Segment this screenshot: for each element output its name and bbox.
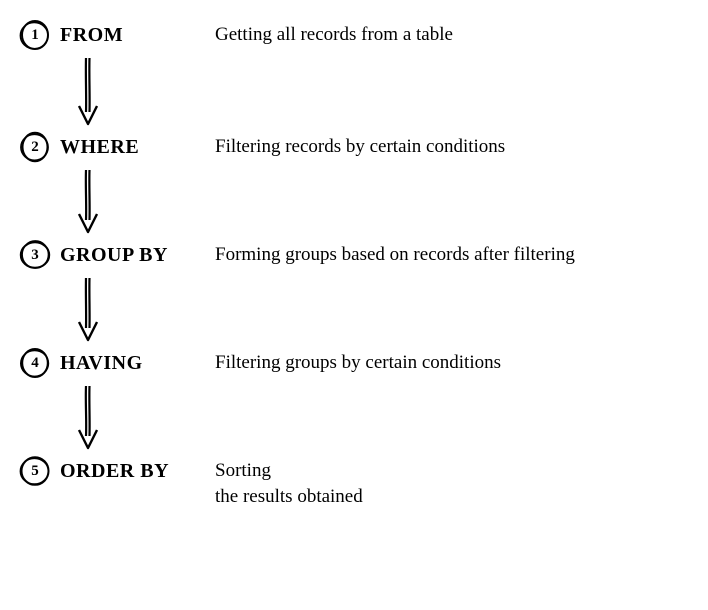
step-number: 3	[31, 247, 39, 264]
step-keyword: ORDER BY	[60, 460, 169, 483]
arrow-down-icon	[20, 384, 688, 452]
step-row: 5 ORDER BY Sortingthe results obtained	[20, 456, 688, 509]
step-row: 3 GROUP BY Forming groups based on recor…	[20, 240, 688, 270]
step-keyword: FROM	[60, 24, 123, 47]
step-description: Getting all records from a table	[215, 20, 453, 48]
arrow-down-icon	[20, 56, 688, 128]
step-number-circle: 4	[20, 348, 50, 378]
sql-order-flowchart: 1 FROM Getting all records from a table …	[20, 20, 688, 509]
step-description: Forming groups based on records after fi…	[215, 240, 575, 268]
step-number-circle: 3	[20, 240, 50, 270]
step-left: 4 HAVING	[20, 348, 215, 378]
step-left: 5 ORDER BY	[20, 456, 215, 486]
step-number-circle: 2	[20, 132, 50, 162]
step-number-circle: 1	[20, 20, 50, 50]
step-keyword: HAVING	[60, 352, 143, 375]
step-left: 3 GROUP BY	[20, 240, 215, 270]
step-keyword: WHERE	[60, 136, 139, 159]
arrow-down-icon	[20, 276, 688, 344]
step-row: 1 FROM Getting all records from a table	[20, 20, 688, 50]
step-left: 1 FROM	[20, 20, 215, 50]
step-keyword: GROUP BY	[60, 244, 168, 267]
step-number-circle: 5	[20, 456, 50, 486]
step-row: 4 HAVING Filtering groups by certain con…	[20, 348, 688, 378]
step-number: 5	[31, 463, 39, 480]
step-row: 2 WHERE Filtering records by certain con…	[20, 132, 688, 162]
step-description: Filtering records by certain conditions	[215, 132, 505, 160]
step-description: Filtering groups by certain conditions	[215, 348, 501, 376]
step-number: 2	[31, 139, 39, 156]
step-left: 2 WHERE	[20, 132, 215, 162]
step-number: 4	[31, 355, 39, 372]
step-number: 1	[31, 27, 39, 44]
step-description: Sortingthe results obtained	[215, 456, 363, 509]
arrow-down-icon	[20, 168, 688, 236]
